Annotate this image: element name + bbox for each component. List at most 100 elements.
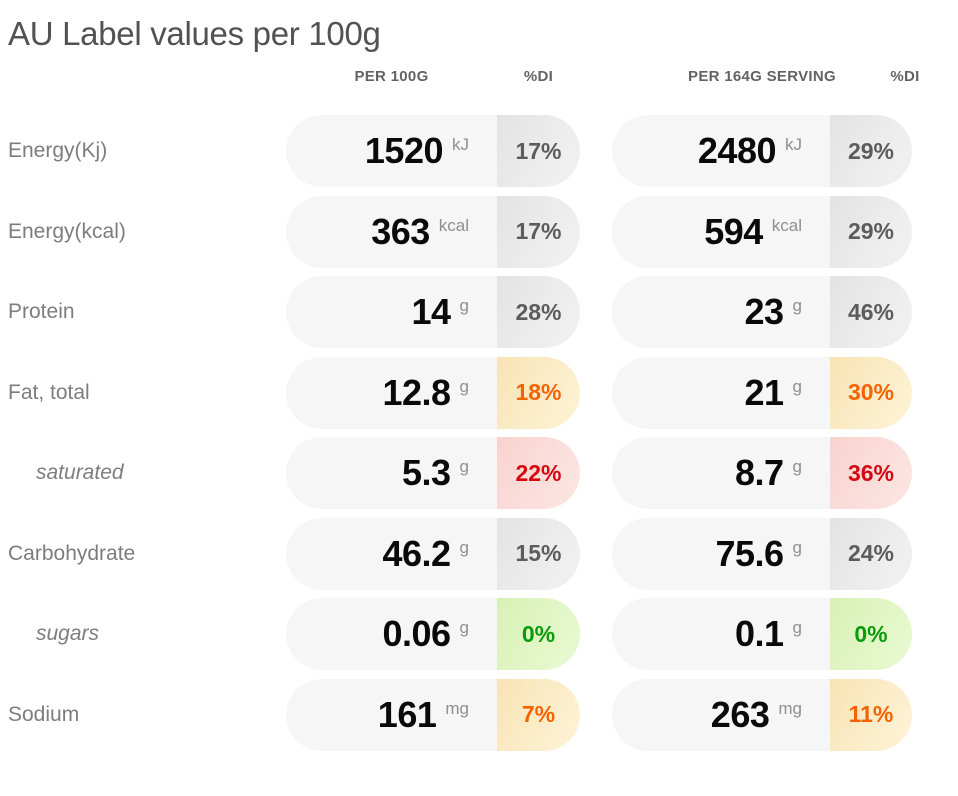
di-value: 46% (847, 298, 895, 325)
value-cell: 21 g (612, 356, 830, 429)
di-badge: 0% (830, 598, 912, 670)
nutrient-value: 46.2 (382, 532, 451, 574)
per-100g-pill: 46.2 g 15% (286, 517, 580, 590)
table-row-energy-kcal: Energy(kcal) 363 kcal 17% 594 kcal 29% (0, 195, 958, 268)
di-badge: 11% (830, 678, 912, 751)
nutrient-unit: kJ (452, 135, 469, 154)
per-serving-pill: 0.1 g 0% (612, 598, 912, 670)
nutrient-value: 594 (704, 210, 763, 252)
page-title: AU Label values per 100g (8, 15, 381, 52)
di-badge: 24% (830, 517, 912, 590)
column-gap (580, 598, 612, 670)
column-header-di-1: %DI (523, 68, 554, 85)
nutrient-unit: g (459, 376, 469, 396)
value-cell: 8.7 g (612, 437, 830, 509)
value-cell: 0.1 g (612, 598, 830, 670)
nutrient-value: 363 (371, 210, 430, 252)
table-row-energy-kj: Energy(Kj) 1520 kJ 17% 2480 kJ 29% (0, 115, 958, 187)
per-100g-pill: 12.8 g 18% (286, 356, 580, 429)
nutrient-value: 12.8 (382, 371, 451, 413)
table-row-sodium: Sodium 161 mg 7% 263 mg 11% (0, 678, 958, 751)
nutrient-unit: mg (445, 698, 469, 718)
per-serving-pill: 21 g 30% (612, 356, 912, 429)
per-serving-pill: 23 g 46% (612, 276, 912, 348)
di-value: 30% (847, 379, 895, 405)
table-row-fat-total: Fat, total 12.8 g 18% 21 g 30% (0, 356, 958, 429)
nutrient-unit: g (459, 457, 469, 476)
nutrient-unit: g (792, 618, 802, 637)
per-serving-pill: 2480 kJ 29% (612, 115, 912, 187)
di-badge: 15% (497, 517, 580, 590)
column-headers: PER 100G %DI PER 164G SERVING %DI (0, 62, 958, 92)
nutrient-value: 1520 (364, 130, 444, 171)
di-value: 28% (515, 298, 562, 325)
nutrition-panel: AU Label values per 100g PER 100G %DI PE… (0, 14, 958, 796)
di-value: 15% (515, 540, 562, 566)
value-cell: 46.2 g (286, 517, 497, 590)
per-serving-pill: 8.7 g 36% (612, 437, 912, 509)
per-100g-pill: 363 kcal 17% (286, 195, 580, 268)
nutrient-label: Sodium (8, 702, 80, 726)
value-cell: 75.6 g (612, 517, 830, 590)
per-100g-pill: 5.3 g 22% (286, 437, 580, 509)
di-value: 24% (847, 540, 895, 566)
nutrient-value: 75.6 (715, 532, 784, 574)
column-gap (580, 679, 612, 751)
column-gap (580, 357, 612, 429)
table-row-saturated: saturated 5.3 g 22% 8.7 g 36% (0, 437, 958, 509)
di-value: 0% (521, 620, 556, 647)
di-badge: 0% (497, 598, 580, 670)
di-value: 11% (848, 701, 894, 727)
nutrient-unit: kcal (771, 215, 802, 235)
di-badge: 17% (497, 195, 580, 268)
nutrient-value: 161 (377, 693, 437, 735)
nutrient-unit: kcal (438, 215, 469, 235)
value-cell: 5.3 g (286, 437, 497, 509)
table-row-sugars: sugars 0.06 g 0% 0.1 g 0% (0, 598, 958, 670)
table-row-protein: Protein 14 g 28% 23 g 46% (0, 276, 958, 348)
di-badge: 18% (497, 356, 580, 429)
nutrient-value: 0.1 (734, 613, 784, 654)
value-cell: 23 g (612, 276, 830, 348)
di-badge: 28% (497, 276, 580, 348)
nutrient-unit: g (459, 618, 469, 637)
column-gap (580, 196, 612, 268)
value-cell: 363 kcal (286, 195, 497, 268)
per-serving-pill: 75.6 g 24% (612, 517, 912, 590)
nutrient-value: 5.3 (401, 452, 451, 493)
per-100g-pill: 161 mg 7% (286, 678, 580, 751)
column-gap (580, 276, 612, 348)
table-row-carbohydrate: Carbohydrate 46.2 g 15% 75.6 g 24% (0, 517, 958, 590)
di-value: 36% (847, 459, 895, 486)
di-value: 17% (515, 137, 562, 164)
nutrient-unit: g (459, 296, 469, 315)
nutrient-label: Fat, total (8, 380, 90, 404)
column-gap (580, 518, 612, 590)
di-value: 18% (515, 379, 562, 405)
di-badge: 46% (830, 276, 912, 348)
di-badge: 17% (497, 115, 580, 187)
di-badge: 30% (830, 356, 912, 429)
nutrient-unit: g (459, 537, 469, 557)
nutrient-label: sugars (36, 622, 100, 645)
per-serving-pill: 263 mg 11% (612, 678, 912, 751)
di-value: 7% (521, 701, 556, 727)
nutrient-label: Carbohydrate (8, 541, 136, 565)
value-cell: 12.8 g (286, 356, 497, 429)
nutrient-value: 14 (411, 291, 451, 332)
nutrient-unit: g (792, 457, 802, 476)
value-cell: 2480 kJ (612, 115, 830, 187)
per-serving-pill: 594 kcal 29% (612, 195, 912, 268)
nutrient-value: 8.7 (734, 452, 784, 493)
column-header-di-2: %DI (890, 68, 920, 85)
value-cell: 263 mg (612, 678, 830, 751)
value-cell: 14 g (286, 276, 497, 348)
nutrient-label: Energy(kcal) (8, 219, 126, 243)
per-100g-pill: 0.06 g 0% (286, 598, 580, 670)
nutrient-label: Energy(Kj) (8, 139, 108, 162)
di-badge: 36% (830, 437, 912, 509)
di-badge: 29% (830, 195, 912, 268)
value-cell: 0.06 g (286, 598, 497, 670)
di-value: 29% (847, 137, 895, 164)
value-cell: 161 mg (286, 678, 497, 751)
